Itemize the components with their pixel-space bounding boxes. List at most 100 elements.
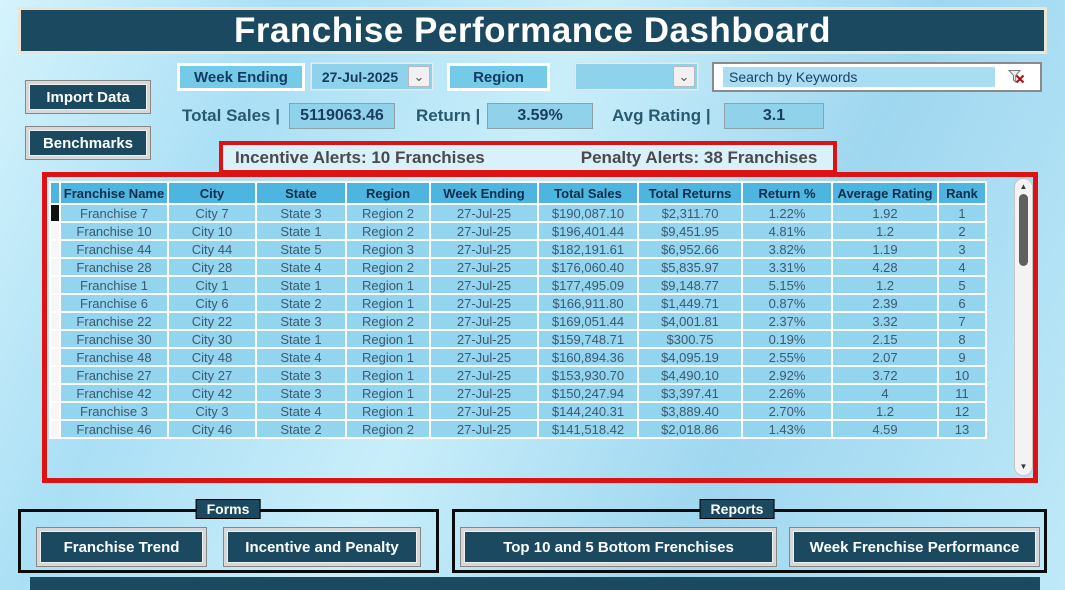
table-cell[interactable]: 3 [939,241,985,257]
column-header-rank[interactable]: Rank [939,183,985,203]
table-cell[interactable]: 1.2 [833,223,937,239]
table-row[interactable]: Franchise 48 City 48 State 4 Region 1 27-Jul… [51,349,985,365]
top-bottom-franchises-button[interactable]: Top 10 and 5 Bottom Frenchises [460,527,777,567]
record-selector[interactable] [51,295,59,311]
table-cell[interactable]: 27-Jul-25 [431,367,537,383]
franchise-trend-button[interactable]: Franchise Trend [36,527,207,567]
table-cell[interactable]: Franchise 48 [61,349,167,365]
table-cell[interactable]: 4.28 [833,259,937,275]
table-cell[interactable]: Franchise 22 [61,313,167,329]
table-cell[interactable]: 4 [939,259,985,275]
table-cell[interactable]: $4,095.19 [639,349,741,365]
record-selector[interactable] [51,421,59,437]
table-cell[interactable]: Region 2 [347,223,429,239]
table-cell[interactable]: $2,311.70 [639,205,741,221]
table-cell[interactable]: $9,148.77 [639,277,741,293]
table-cell[interactable]: $160,894.36 [539,349,637,365]
record-selector[interactable] [51,403,59,419]
search-input[interactable] [723,67,995,87]
column-header-franchise-name[interactable]: Franchise Name [61,183,167,203]
table-cell[interactable]: 4.59 [833,421,937,437]
table-cell[interactable]: 1 [939,205,985,221]
table-row[interactable]: Franchise 46 City 46 State 2 Region 2 27-Jul… [51,421,985,437]
table-cell[interactable]: City 42 [169,385,255,401]
benchmarks-button[interactable]: Benchmarks [25,126,151,160]
table-cell[interactable]: Region 1 [347,349,429,365]
table-cell[interactable]: 2.39 [833,295,937,311]
table-cell[interactable]: $4,490.10 [639,367,741,383]
table-cell[interactable]: 1.19 [833,241,937,257]
table-cell[interactable]: $159,748.71 [539,331,637,347]
table-cell[interactable]: 1.22% [743,205,831,221]
table-row[interactable]: Franchise 42 City 42 State 3 Region 1 27-Jul… [51,385,985,401]
table-cell[interactable]: $300.75 [639,331,741,347]
scroll-up-icon[interactable]: ▲ [1019,182,1028,191]
column-header-week-ending[interactable]: Week Ending [431,183,537,203]
table-row[interactable]: Franchise 10 City 10 State 1 Region 2 27-Jul… [51,223,985,239]
table-cell[interactable]: 27-Jul-25 [431,403,537,419]
import-data-button[interactable]: Import Data [25,80,151,114]
chevron-down-icon[interactable]: ⌄ [408,66,430,87]
record-selector[interactable] [51,367,59,383]
table-cell[interactable]: Region 3 [347,241,429,257]
table-cell[interactable]: 5 [939,277,985,293]
record-selector[interactable] [51,223,59,239]
table-row[interactable]: Franchise 7 City 7 State 3 Region 2 27-Jul-2… [51,205,985,221]
table-cell[interactable]: Region 1 [347,385,429,401]
table-cell[interactable]: 2.15 [833,331,937,347]
table-cell[interactable]: City 27 [169,367,255,383]
table-cell[interactable]: Region 2 [347,313,429,329]
table-cell[interactable]: 2.37% [743,313,831,329]
table-row[interactable]: Franchise 3 City 3 State 4 Region 1 27-Jul-2… [51,403,985,419]
column-header-total-returns[interactable]: Total Returns [639,183,741,203]
table-cell[interactable]: Region 2 [347,421,429,437]
table-row[interactable]: Franchise 27 City 27 State 3 Region 1 27-Jul… [51,367,985,383]
table-cell[interactable]: City 28 [169,259,255,275]
table-cell[interactable]: 4 [833,385,937,401]
week-ending-dropdown[interactable]: 27-Jul-2025 ⌄ [311,63,433,90]
table-cell[interactable]: 12 [939,403,985,419]
record-selector[interactable] [51,277,59,293]
table-cell[interactable]: City 7 [169,205,255,221]
table-cell[interactable]: $9,451.95 [639,223,741,239]
table-cell[interactable]: 2.07 [833,349,937,365]
region-dropdown[interactable]: ⌄ [575,63,698,90]
table-cell[interactable]: State 1 [257,223,345,239]
table-cell[interactable]: 11 [939,385,985,401]
clear-filter-icon[interactable] [1007,69,1025,85]
table-cell[interactable]: Franchise 3 [61,403,167,419]
table-cell[interactable]: Region 1 [347,331,429,347]
table-cell[interactable]: City 30 [169,331,255,347]
table-cell[interactable]: $196,401.44 [539,223,637,239]
table-cell[interactable]: State 5 [257,241,345,257]
table-cell[interactable]: 6 [939,295,985,311]
table-cell[interactable]: $177,495.09 [539,277,637,293]
column-header-state[interactable]: State [257,183,345,203]
record-selector[interactable] [51,259,59,275]
table-cell[interactable]: 3.72 [833,367,937,383]
table-cell[interactable]: 1.43% [743,421,831,437]
table-cell[interactable]: 13 [939,421,985,437]
table-cell[interactable]: City 48 [169,349,255,365]
table-cell[interactable]: State 4 [257,403,345,419]
table-cell[interactable]: Franchise 1 [61,277,167,293]
table-cell[interactable]: $182,191.61 [539,241,637,257]
table-cell[interactable]: Franchise 6 [61,295,167,311]
table-cell[interactable]: 1.92 [833,205,937,221]
table-cell[interactable]: 9 [939,349,985,365]
table-cell[interactable]: 27-Jul-25 [431,241,537,257]
table-cell[interactable]: 0.19% [743,331,831,347]
table-cell[interactable]: 7 [939,313,985,329]
table-cell[interactable]: Region 1 [347,367,429,383]
table-row[interactable]: Franchise 6 City 6 State 2 Region 1 27-Jul-2… [51,295,985,311]
scroll-down-icon[interactable]: ▼ [1019,462,1028,471]
table-cell[interactable]: 27-Jul-25 [431,259,537,275]
column-header-city[interactable]: City [169,183,255,203]
table-cell[interactable]: 27-Jul-25 [431,277,537,293]
table-cell[interactable]: 27-Jul-25 [431,205,537,221]
table-cell[interactable]: City 3 [169,403,255,419]
table-cell[interactable]: State 1 [257,277,345,293]
table-cell[interactable]: Franchise 27 [61,367,167,383]
table-cell[interactable]: $6,952.66 [639,241,741,257]
table-cell[interactable]: Franchise 7 [61,205,167,221]
